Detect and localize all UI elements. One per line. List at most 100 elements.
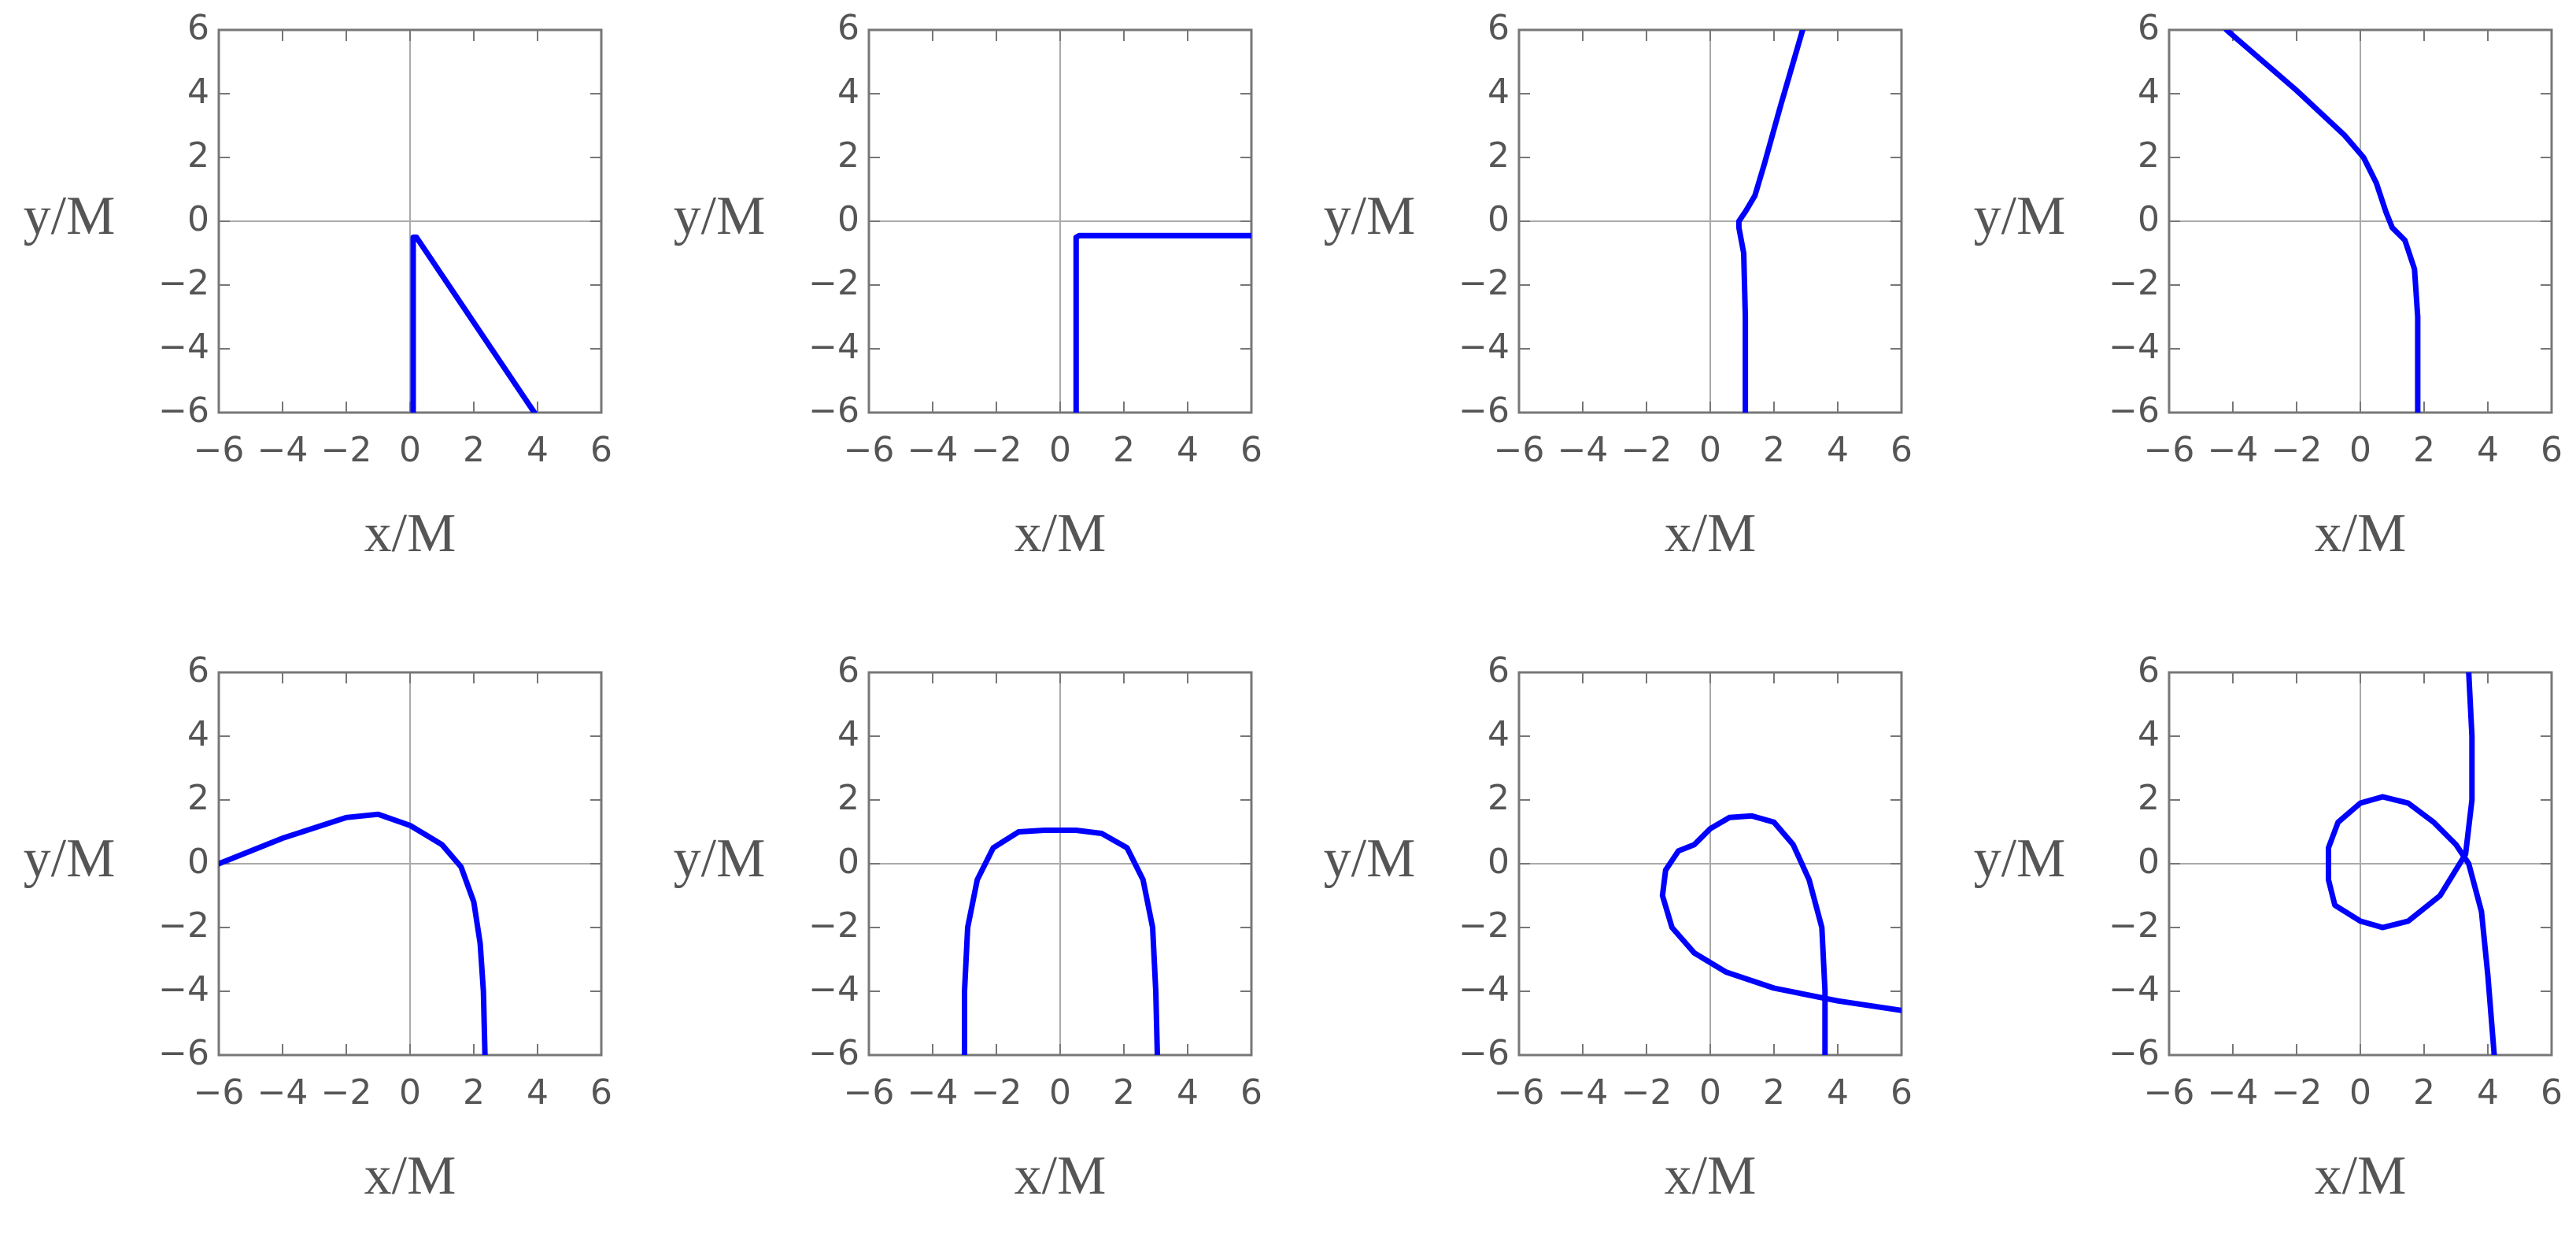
y-tick-label: −4 [2108,327,2160,367]
x-tick-label: 4 [2477,1072,2499,1113]
x-tick-label: −2 [321,430,372,470]
y-tick-label: −6 [158,1033,209,1073]
trajectory [1735,30,1805,413]
y-tick-label: −2 [808,905,859,946]
x-tick-label: 6 [1890,1072,1913,1113]
y-tick-label: −6 [808,1033,859,1073]
plot-area [1735,30,1805,413]
x-tick-label: 6 [2541,430,2563,470]
y-tick-label: 6 [1488,650,1510,691]
y-axis-label: y/M [1974,186,2066,246]
x-tick-label: −6 [844,430,895,470]
x-tick-label: 0 [1699,1072,1721,1113]
plot-frame [2168,28,2553,414]
y-tick-label: 2 [837,778,859,818]
x-tick-label: 6 [590,1072,612,1113]
x-tick-label: 2 [2413,430,2435,470]
x-tick-label: 4 [527,430,549,470]
y-tick-label: 6 [187,650,209,691]
y-tick-label: 6 [2138,8,2160,48]
x-tick-label: 6 [590,430,612,470]
y-tick-label: −2 [1458,263,1510,303]
x-tick-label: 4 [527,1072,549,1113]
x-tick-label: −4 [257,1072,309,1113]
x-tick-label: −4 [1558,1072,1609,1113]
y-tick-label: −2 [1458,905,1510,946]
trajectory [410,234,538,413]
y-tick-label: −4 [808,327,859,367]
y-tick-label: 2 [187,135,209,176]
y-tick-label: −6 [2108,1033,2160,1073]
y-tick-label: 4 [837,72,859,112]
y-axis-label: y/M [1974,828,2066,889]
x-tick-label: 0 [1699,430,1721,470]
x-tick-label: 6 [1890,430,1913,470]
x-tick-label: 0 [399,1072,421,1113]
x-tick-label: −4 [2208,430,2259,470]
y-axis-label: y/M [24,186,116,246]
y-tick-label: 4 [1488,72,1510,112]
x-axis-label: x/M [1015,1146,1107,1206]
plot-area [410,234,538,413]
y-tick-label: 0 [187,842,209,882]
y-tick-label: −4 [1458,969,1510,1009]
y-tick-label: −2 [158,263,209,303]
x-tick-label: −6 [2144,1072,2195,1113]
y-axis-label: y/M [24,828,116,889]
x-tick-label: 2 [1763,430,1785,470]
x-tick-label: 2 [2413,1072,2435,1113]
x-axis-label: x/M [364,1146,456,1206]
y-tick-label: −6 [1458,1033,1510,1073]
y-tick-label: −4 [2108,969,2160,1009]
y-tick-label: 4 [2138,72,2160,112]
x-tick-label: 0 [1049,1072,1071,1113]
y-tick-label: 4 [187,714,209,754]
x-tick-label: 2 [463,1072,485,1113]
x-tick-label: −2 [971,430,1022,470]
y-tick-label: 4 [187,72,209,112]
y-tick-label: −2 [158,905,209,946]
x-tick-label: −2 [2271,430,2323,470]
y-tick-label: −6 [1458,391,1510,431]
x-tick-label: −4 [257,430,309,470]
y-tick-label: −6 [2108,391,2160,431]
x-tick-label: 4 [1827,1072,1849,1113]
trajectory [1659,813,1902,1055]
x-tick-label: 0 [2349,1072,2371,1113]
plot-frame [1517,28,1903,414]
x-tick-label: 0 [399,430,421,470]
y-tick-label: 6 [187,8,209,48]
x-tick-label: −6 [194,1072,245,1113]
x-tick-label: −4 [907,430,959,470]
y-tick-label: 4 [1488,714,1510,754]
x-tick-label: 2 [1113,1072,1135,1113]
y-tick-label: −6 [158,391,209,431]
x-tick-label: −6 [844,1072,895,1113]
y-tick-label: 0 [1488,199,1510,239]
y-axis-label: y/M [674,186,766,246]
y-tick-label: 2 [837,135,859,176]
trajectory [2326,672,2497,1055]
plot-frame [867,671,1253,1057]
trajectory [2223,30,2421,413]
x-tick-label: −2 [321,1072,372,1113]
x-tick-label: −2 [971,1072,1022,1113]
y-tick-label: 6 [1488,8,1510,48]
x-tick-label: −6 [2144,430,2195,470]
y-tick-label: −4 [808,969,859,1009]
x-tick-label: 2 [1763,1072,1785,1113]
plot-frame [867,28,1253,414]
x-axis-label: x/M [2315,1146,2407,1206]
y-tick-label: 0 [187,199,209,239]
plot-area [219,811,488,1055]
y-tick-label: 0 [2138,842,2160,882]
plot-area [2326,672,2497,1055]
